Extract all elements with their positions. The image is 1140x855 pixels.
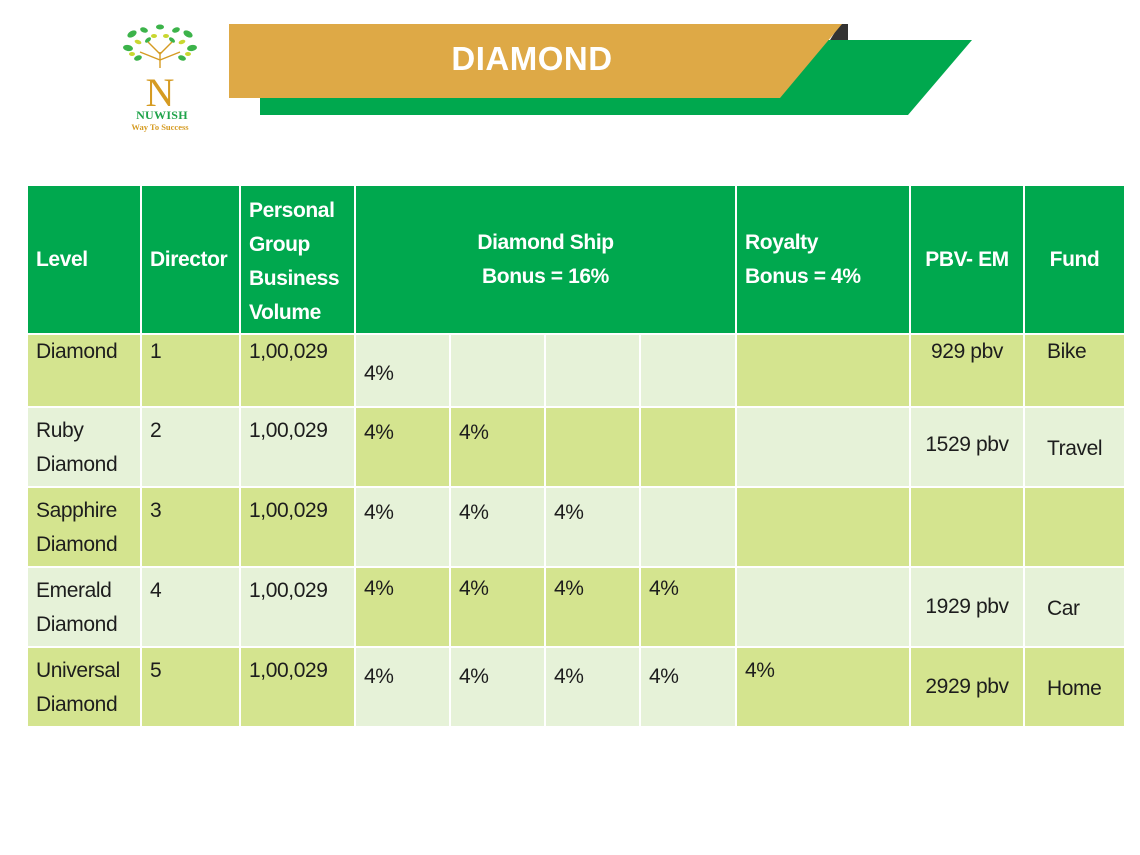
tree-icon: N: [123, 24, 197, 115]
table-row: Universal Diamond 5 1,00,029 4% 4% 4% 4%…: [26, 646, 1126, 728]
level-cell: Sapphire Diamond: [26, 486, 142, 568]
fund-cell: [1023, 486, 1126, 568]
ds-cell: 4%: [449, 486, 546, 568]
ds-cell: 4%: [449, 406, 546, 488]
level-line-1: Emerald: [36, 579, 112, 602]
brand-logo: N NUWISH Way To Success: [118, 22, 202, 134]
header-row: Level Director Personal Group Business V…: [26, 184, 1126, 335]
ds-cell: 4%: [354, 566, 451, 648]
pbv-cell: 929 pbv: [909, 333, 1025, 408]
ds-cell: 4%: [544, 646, 641, 728]
ds-cell: 4%: [639, 566, 737, 648]
ds-cell: [544, 406, 641, 488]
fund-cell: Bike: [1023, 333, 1126, 408]
level-line-1: Ruby: [36, 419, 84, 442]
header-pgbv-3: Business: [249, 266, 340, 290]
level-line-1: Sapphire: [36, 499, 117, 522]
header-pgbv-2: Group: [249, 232, 310, 256]
royalty-cell: 4%: [735, 646, 911, 728]
header-level: Level: [26, 184, 142, 335]
header-pgbv-1: Personal: [249, 198, 335, 222]
table-row: Ruby Diamond 2 1,00,029 4% 4% 1529 pbv T…: [26, 406, 1126, 488]
ds-cell: [449, 333, 546, 408]
banner-title: DIAMOND: [451, 40, 613, 77]
level-cell: Ruby Diamond: [26, 406, 142, 488]
diamond-levels-table: Level Director Personal Group Business V…: [26, 184, 1126, 728]
header-diamond-ship-2: Bonus = 16%: [482, 264, 609, 288]
header-royalty-2: Bonus = 4%: [745, 264, 861, 288]
brand-name: NUWISH: [136, 108, 188, 122]
ds-cell: 4%: [354, 646, 451, 728]
level-line-2: Diamond: [36, 453, 118, 476]
royalty-cell: [735, 333, 911, 408]
ds-cell: 4%: [449, 646, 546, 728]
ds-cell: 4%: [544, 566, 641, 648]
header-pbv: PBV- EM: [909, 184, 1025, 335]
ds-cell: [639, 486, 737, 568]
level-cell: Universal Diamond: [26, 646, 142, 728]
pbv-cell: [909, 486, 1025, 568]
volume-cell: 1,00,029: [239, 486, 356, 568]
level-cell: Emerald Diamond: [26, 566, 142, 648]
header-diamond-ship: Diamond Ship Bonus = 16%: [354, 184, 737, 335]
banner-shape: [229, 24, 972, 115]
director-cell: 5: [140, 646, 241, 728]
header-director: Director: [140, 184, 241, 335]
director-cell: 1: [140, 333, 241, 408]
royalty-cell: [735, 406, 911, 488]
ds-cell: [544, 333, 641, 408]
fund-cell: Travel: [1023, 406, 1126, 488]
level-line-2: Diamond: [36, 693, 118, 716]
header-pgbv-4: Volume: [249, 300, 321, 324]
volume-cell: 1,00,029: [239, 566, 356, 648]
royalty-cell: [735, 566, 911, 648]
title-banner: DIAMOND: [0, 0, 1140, 130]
logo-letter: N: [146, 70, 175, 115]
volume-cell: 1,00,029: [239, 406, 356, 488]
fund-cell: Home: [1023, 646, 1126, 728]
ds-cell: 4%: [354, 486, 451, 568]
fund-cell: Car: [1023, 566, 1126, 648]
pbv-cell: 2929 pbv: [909, 646, 1025, 728]
table-row: Emerald Diamond 4 1,00,029 4% 4% 4% 4% 1…: [26, 566, 1126, 648]
volume-cell: 1,00,029: [239, 333, 356, 408]
director-cell: 4: [140, 566, 241, 648]
level-line-2: Diamond: [36, 613, 118, 636]
ds-cell: [639, 333, 737, 408]
ds-cell: 4%: [544, 486, 641, 568]
level-line-1: Universal: [36, 659, 120, 682]
header-royalty: Royalty Bonus = 4%: [735, 184, 911, 335]
ds-cell: 4%: [449, 566, 546, 648]
brand-tagline: Way To Success: [131, 122, 189, 132]
royalty-cell: [735, 486, 911, 568]
ds-cell: 4%: [639, 646, 737, 728]
header-royalty-1: Royalty: [745, 230, 819, 254]
ds-cell: 4%: [354, 333, 451, 408]
volume-cell: 1,00,029: [239, 646, 356, 728]
header-fund: Fund: [1023, 184, 1126, 335]
ds-cell: [639, 406, 737, 488]
header-pgbv: Personal Group Business Volume: [239, 184, 356, 335]
level-cell: Diamond: [26, 333, 142, 408]
level-line-2: Diamond: [36, 533, 118, 556]
director-cell: 3: [140, 486, 241, 568]
table-row: Diamond 1 1,00,029 4% 929 pbv Bike: [26, 333, 1126, 408]
ds-cell: 4%: [354, 406, 451, 488]
director-cell: 2: [140, 406, 241, 488]
header-diamond-ship-1: Diamond Ship: [477, 230, 614, 254]
table-row: Sapphire Diamond 3 1,00,029 4% 4% 4%: [26, 486, 1126, 568]
pbv-cell: 1529 pbv: [909, 406, 1025, 488]
pbv-cell: 1929 pbv: [909, 566, 1025, 648]
